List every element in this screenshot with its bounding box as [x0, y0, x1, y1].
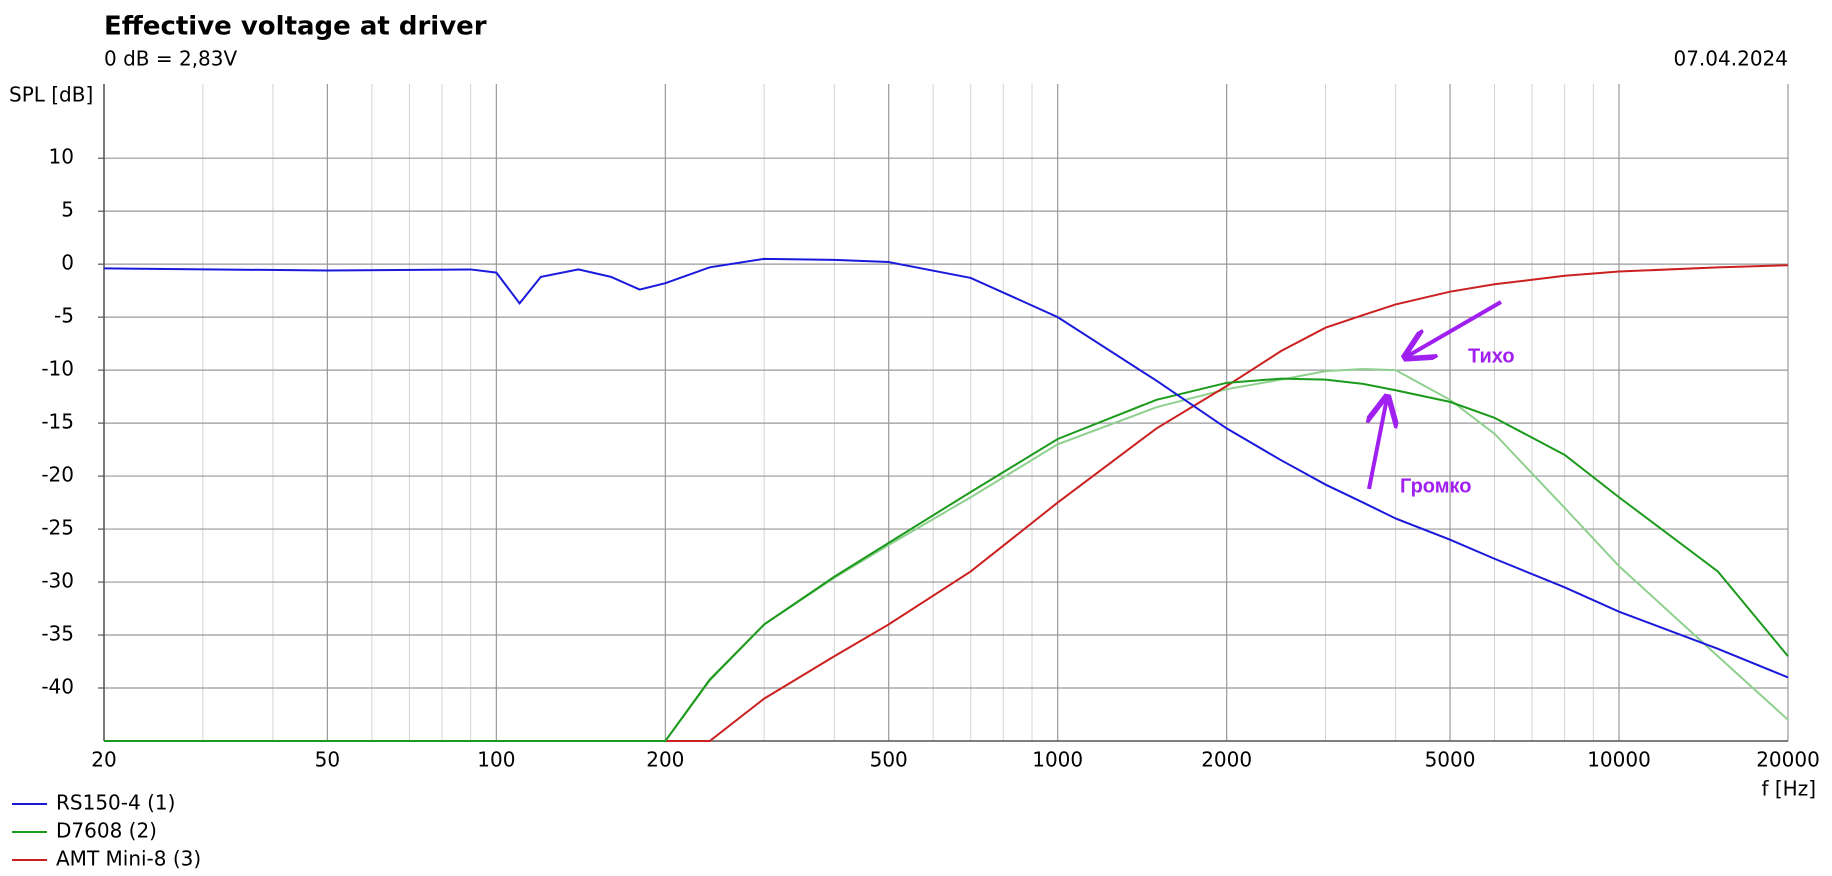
series-line: [665, 264, 1789, 742]
x-tick-label: 2000: [1201, 748, 1252, 772]
arrow: [1406, 300, 1503, 357]
annotation: Громко: [1400, 475, 1472, 497]
legend-label: RS150-4 (1): [56, 791, 175, 815]
x-tick-label: 20000: [1756, 748, 1820, 772]
arrow: [1369, 398, 1387, 490]
y-tick-label: 0: [61, 251, 74, 275]
x-tick-label: 50: [315, 748, 340, 772]
y-tick-label: -15: [41, 410, 74, 434]
y-tick-label: -5: [54, 304, 74, 328]
y-tick-label: -30: [41, 569, 74, 593]
subtitle: 0 dB = 2,83V: [104, 47, 238, 71]
x-tick-label: 500: [870, 748, 908, 772]
annotation: Тихо: [1468, 345, 1515, 367]
y-tick-label: -25: [41, 516, 74, 540]
y-tick-label: -40: [41, 675, 74, 699]
y-tick-label: 5: [61, 198, 74, 222]
x-tick-label: 200: [646, 748, 684, 772]
plot-area: [104, 84, 1788, 741]
x-tick-label: 20: [91, 748, 116, 772]
date: 07.04.2024: [1673, 47, 1788, 71]
x-tick-label: 1000: [1032, 748, 1083, 772]
y-tick-label: 10: [49, 145, 74, 169]
series-line: [103, 257, 1789, 679]
series-line: [104, 377, 1789, 742]
y-tick-label: -20: [41, 463, 74, 487]
legend-label: D7608 (2): [56, 819, 157, 843]
x-tick-label: 5000: [1425, 748, 1476, 772]
y-tick-label: -10: [41, 357, 74, 381]
x-tick-label: 10000: [1587, 748, 1651, 772]
y-tick-label: -35: [41, 622, 74, 646]
chart-title: Effective voltage at driver: [104, 12, 487, 42]
lines: [103, 257, 1789, 742]
x-axis-label: f [Hz]: [1761, 777, 1816, 801]
x-tick-label: 100: [477, 748, 515, 772]
legend-label: AMT Mini-8 (3): [56, 847, 201, 871]
y-axis-label: SPL [dB]: [9, 83, 93, 107]
